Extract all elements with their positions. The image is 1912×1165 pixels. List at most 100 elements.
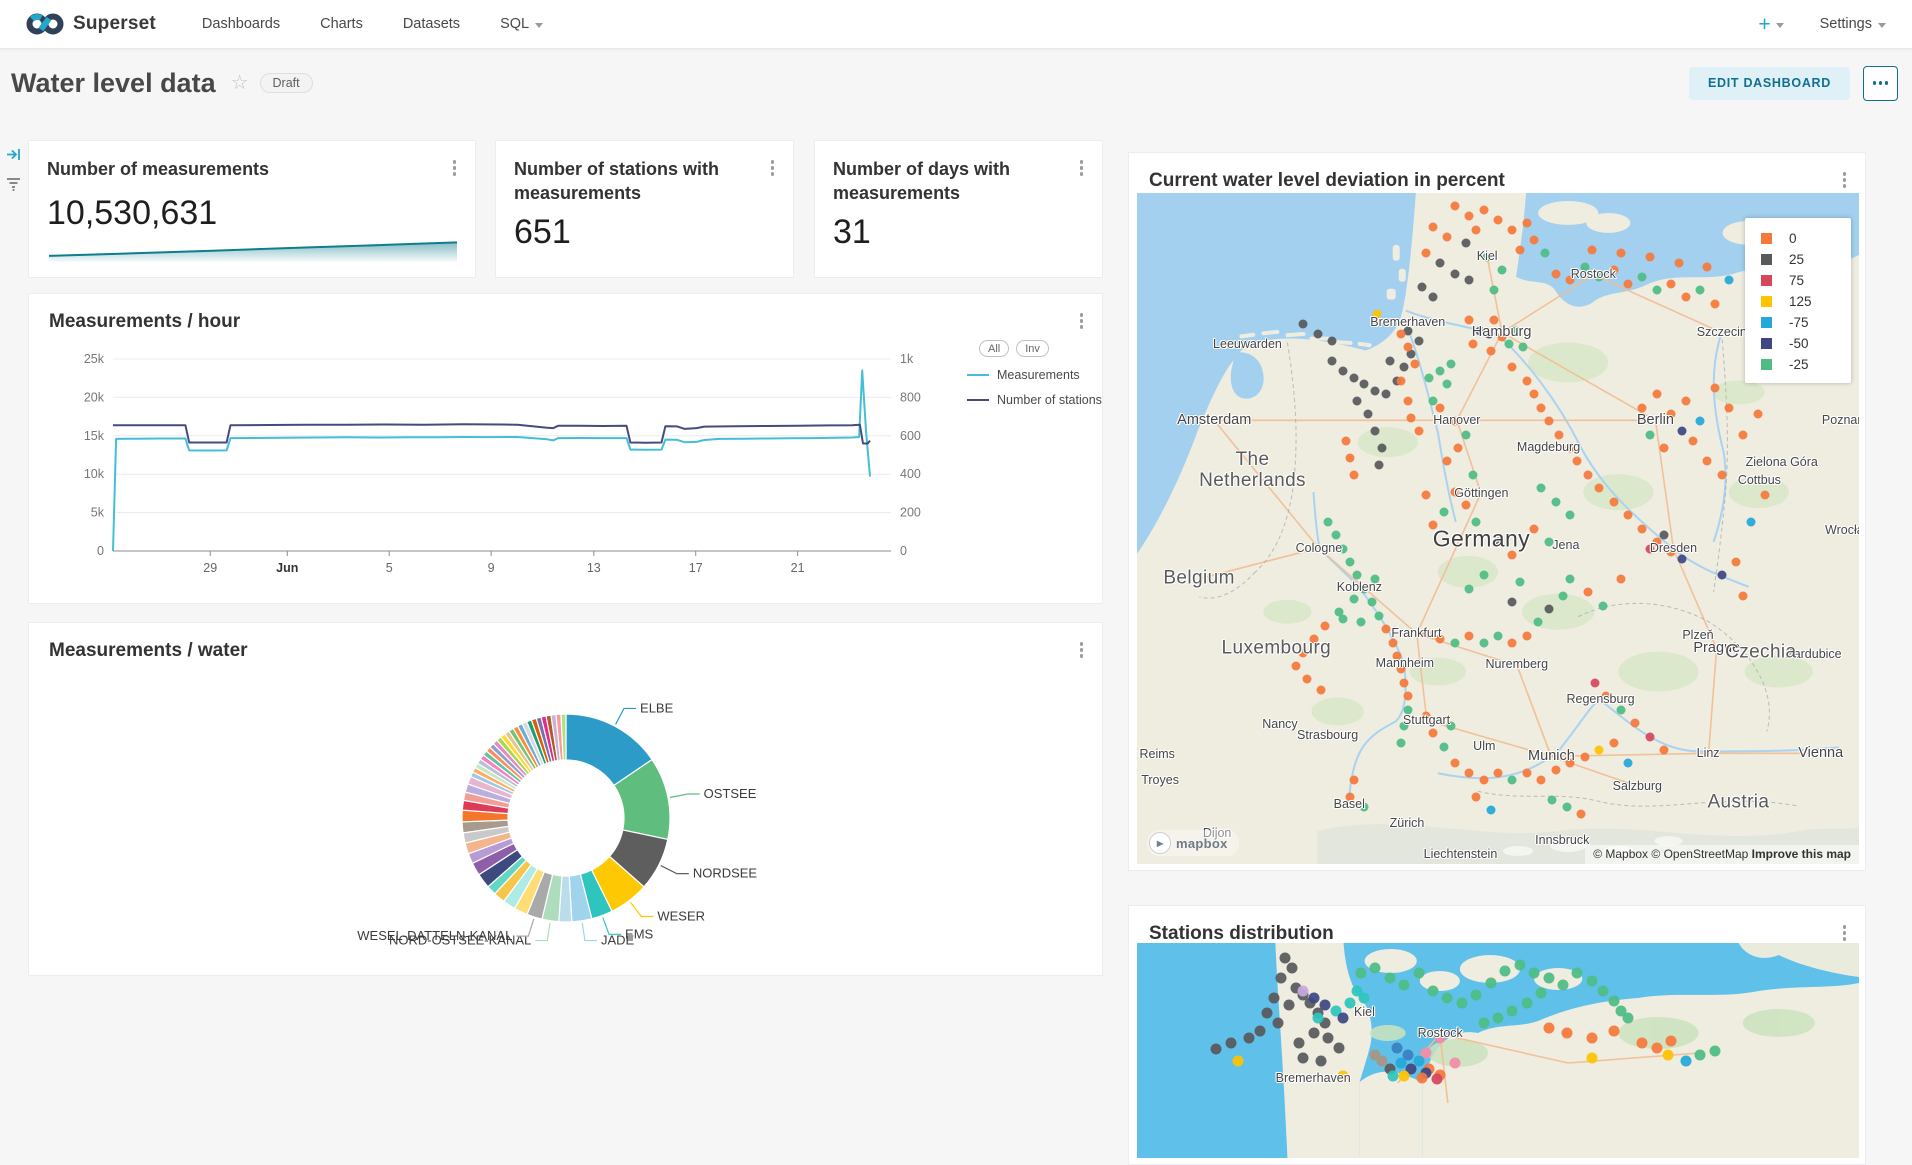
filter-list-icon[interactable] [5, 175, 22, 197]
station-dot [1391, 1043, 1402, 1054]
chart-options-menu[interactable] [1078, 311, 1086, 331]
city-label: Koblenz [1337, 581, 1382, 595]
city-label: Amsterdam [1177, 413, 1251, 429]
expand-filter-bar-icon[interactable] [5, 146, 22, 168]
station-dot [1403, 692, 1412, 701]
station-dot [1688, 437, 1697, 446]
nav-item-datasets[interactable]: Datasets [403, 16, 460, 32]
legend-item-number-of-stations[interactable]: Number of stations [967, 393, 1117, 407]
station-dot [1353, 571, 1362, 580]
station-dot [1522, 376, 1531, 385]
station-dot [1623, 279, 1632, 288]
station-dot [1356, 618, 1365, 627]
station-dot [1522, 631, 1531, 640]
legend-color-swatch [1761, 275, 1772, 286]
line-chart-canvas[interactable]: 05k10k15k20k25k02004006008001k29Jun59131… [29, 344, 959, 594]
station-dot [1508, 776, 1517, 785]
station-dot [1400, 678, 1409, 687]
chart-options-menu[interactable] [1841, 923, 1849, 943]
station-dot [1558, 591, 1567, 600]
station-dot [1678, 427, 1687, 436]
station-dot [1530, 524, 1539, 533]
station-dot [1479, 571, 1488, 580]
map-legend-item: 75 [1745, 270, 1851, 291]
station-dot [1211, 1044, 1222, 1055]
station-dot [1396, 329, 1405, 338]
kpi-value: 31 [815, 213, 1102, 252]
chart-options-menu[interactable] [1078, 158, 1086, 178]
station-dot [1450, 269, 1459, 278]
station-dot [1418, 282, 1427, 291]
legend-label: Measurements [997, 368, 1080, 382]
station-dot [1537, 484, 1546, 493]
stations-map-card: Stations distribution KielRostockBremerh… [1128, 905, 1866, 1165]
station-dot [1414, 336, 1423, 345]
map-legend-item: 125 [1745, 291, 1851, 312]
nav-item-sql[interactable]: SQL [500, 16, 543, 32]
city-label: Cottbus [1738, 474, 1781, 488]
station-dot [1638, 524, 1647, 533]
mapbox-logo[interactable]: ▸ mapbox [1147, 830, 1239, 856]
station-dot [1493, 1013, 1504, 1024]
station-dot [1407, 413, 1416, 422]
svg-text:Jun: Jun [276, 561, 298, 575]
city-label: Zielona Góra [1746, 457, 1818, 471]
station-dot [1623, 511, 1632, 520]
station-dot [1374, 611, 1383, 620]
station-dot [1544, 417, 1553, 426]
legend-inv-button[interactable]: Inv [1016, 340, 1049, 357]
chart-options-menu[interactable] [1078, 640, 1086, 660]
chart-options-menu[interactable] [451, 158, 459, 178]
station-dot [1717, 470, 1726, 479]
legend-item-measurements[interactable]: Measurements [967, 368, 1117, 382]
station-dot [1449, 1058, 1460, 1069]
stations-map-canvas[interactable]: KielRostockBremerhaven [1137, 943, 1859, 1158]
station-dot [1557, 980, 1568, 991]
station-dot [1308, 993, 1319, 1004]
nav-item-dashboards[interactable]: Dashboards [202, 16, 280, 32]
station-dot [1662, 1050, 1673, 1061]
superset-logo[interactable]: Superset [26, 12, 156, 36]
edit-dashboard-button[interactable]: EDIT DASHBOARD [1689, 67, 1850, 100]
attr-osm[interactable]: © OpenStreetMap [1651, 847, 1748, 861]
station-dot [1703, 457, 1712, 466]
station-dot [1291, 662, 1300, 671]
station-dot [1544, 605, 1553, 614]
city-label: Nuremberg [1486, 659, 1549, 673]
attr-mapbox[interactable]: © Mapbox [1593, 847, 1648, 861]
station-dot [1478, 1018, 1489, 1029]
chart-options-menu[interactable] [769, 158, 777, 178]
favorite-star-icon[interactable]: ☆ [231, 73, 249, 93]
legend-all-button[interactable]: All [979, 340, 1009, 357]
legend-value-label: 75 [1789, 273, 1804, 288]
station-dot [1530, 235, 1539, 244]
nav-item-charts[interactable]: Charts [320, 16, 363, 32]
station-dot [1522, 219, 1531, 228]
station-dot [1349, 594, 1358, 603]
station-dot [1584, 588, 1593, 597]
station-dot [1436, 403, 1445, 412]
station-dot [1399, 1071, 1410, 1082]
kpi-card-days: Number of days with measurements 31 [814, 140, 1103, 278]
improve-map-link[interactable]: Improve this map [1752, 847, 1851, 861]
station-dot [1598, 601, 1607, 610]
svg-text:0: 0 [900, 544, 907, 558]
city-label: Hamburg [1472, 325, 1532, 341]
nav-item-label: Datasets [403, 16, 460, 32]
basemap [1137, 943, 1859, 1158]
dashboard-more-button[interactable] [1863, 66, 1898, 101]
station-dot [1312, 1013, 1323, 1024]
chart-title: Measurements / water [49, 638, 248, 664]
station-dot [1319, 1000, 1330, 1011]
station-dot [1465, 631, 1474, 640]
station-dot [1645, 252, 1654, 261]
station-dot [1298, 986, 1309, 997]
new-item-button[interactable]: + [1758, 14, 1783, 35]
station-dot [1609, 739, 1618, 748]
chart-options-menu[interactable] [1841, 170, 1849, 190]
donut-chart-canvas[interactable]: ELBEOSTSEENORDSEEWESEREMSJADENORD-OSTSEE… [29, 623, 1102, 975]
deviation-map-canvas[interactable]: 02575125-75-50-25 ▸ mapbox © Mapbox © Op… [1137, 193, 1859, 864]
station-dot [1562, 802, 1571, 811]
station-dot [1287, 963, 1298, 974]
settings-menu[interactable]: Settings [1820, 16, 1886, 32]
